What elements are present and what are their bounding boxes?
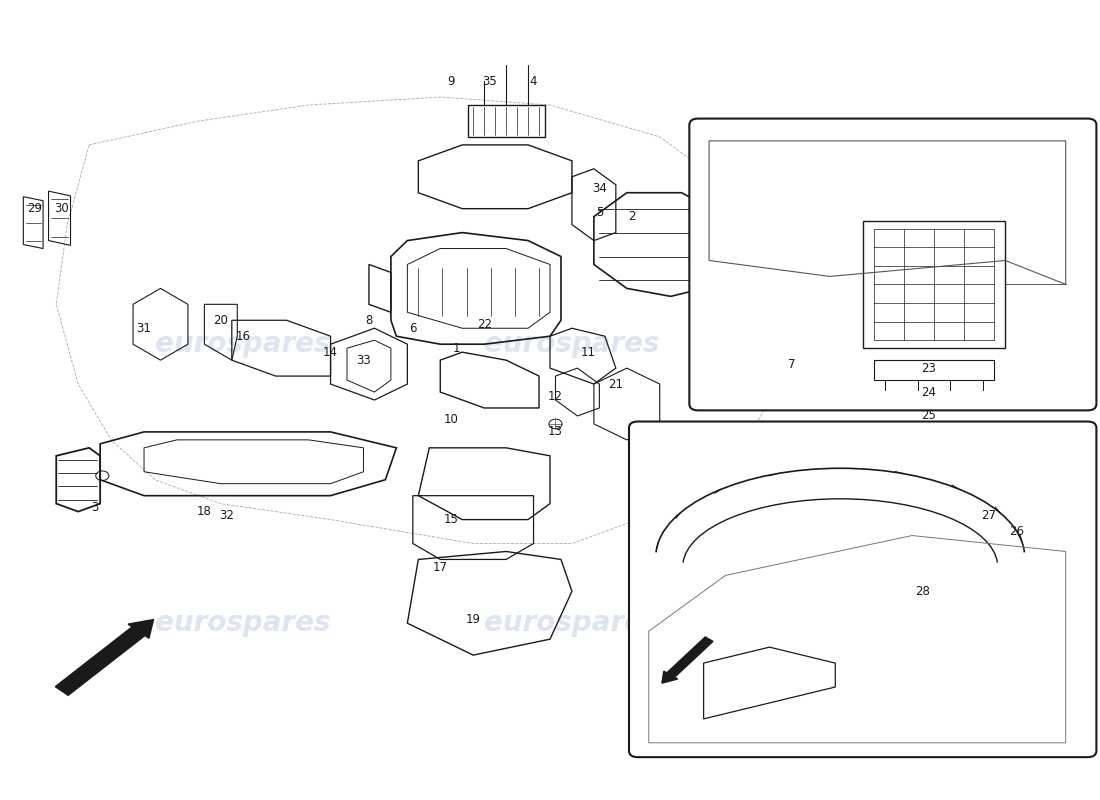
FancyBboxPatch shape <box>629 422 1097 757</box>
Text: 11: 11 <box>581 346 596 358</box>
Text: 12: 12 <box>548 390 563 402</box>
Text: 9: 9 <box>448 74 455 88</box>
Text: 13: 13 <box>548 426 563 438</box>
Text: 5: 5 <box>596 206 603 219</box>
Text: 25: 25 <box>921 410 936 422</box>
Text: eurospares: eurospares <box>155 610 330 638</box>
Text: 32: 32 <box>219 509 234 522</box>
Text: 23: 23 <box>921 362 936 374</box>
Text: 3: 3 <box>91 501 98 514</box>
Text: 8: 8 <box>365 314 373 326</box>
Text: 19: 19 <box>465 613 481 626</box>
Text: 6: 6 <box>409 322 417 334</box>
FancyArrow shape <box>662 637 713 683</box>
Text: 24: 24 <box>921 386 936 398</box>
Text: 4: 4 <box>530 74 537 88</box>
FancyArrow shape <box>55 619 154 695</box>
Text: eurospares: eurospares <box>484 330 660 358</box>
Text: 29: 29 <box>26 202 42 215</box>
Text: 33: 33 <box>356 354 371 366</box>
Text: 34: 34 <box>592 182 607 195</box>
Text: 21: 21 <box>608 378 624 390</box>
Text: 26: 26 <box>1009 525 1024 538</box>
Text: eurospares: eurospares <box>155 330 330 358</box>
Text: 14: 14 <box>323 346 338 358</box>
Text: 18: 18 <box>197 505 212 518</box>
Text: 10: 10 <box>443 414 459 426</box>
Text: 28: 28 <box>915 585 931 598</box>
Bar <box>873 360 994 380</box>
Text: 1: 1 <box>453 342 461 354</box>
Text: 22: 22 <box>476 318 492 330</box>
Text: 2: 2 <box>628 210 636 223</box>
Text: 30: 30 <box>54 202 69 215</box>
Text: 17: 17 <box>432 561 448 574</box>
Text: eurospares: eurospares <box>484 610 660 638</box>
Text: 16: 16 <box>235 330 251 342</box>
Bar <box>862 221 1005 348</box>
Text: 20: 20 <box>213 314 229 326</box>
Text: 7: 7 <box>788 358 795 370</box>
Text: 31: 31 <box>136 322 152 334</box>
Text: 35: 35 <box>482 74 497 88</box>
Text: 15: 15 <box>443 513 459 526</box>
FancyBboxPatch shape <box>690 118 1097 410</box>
Text: 27: 27 <box>981 509 997 522</box>
